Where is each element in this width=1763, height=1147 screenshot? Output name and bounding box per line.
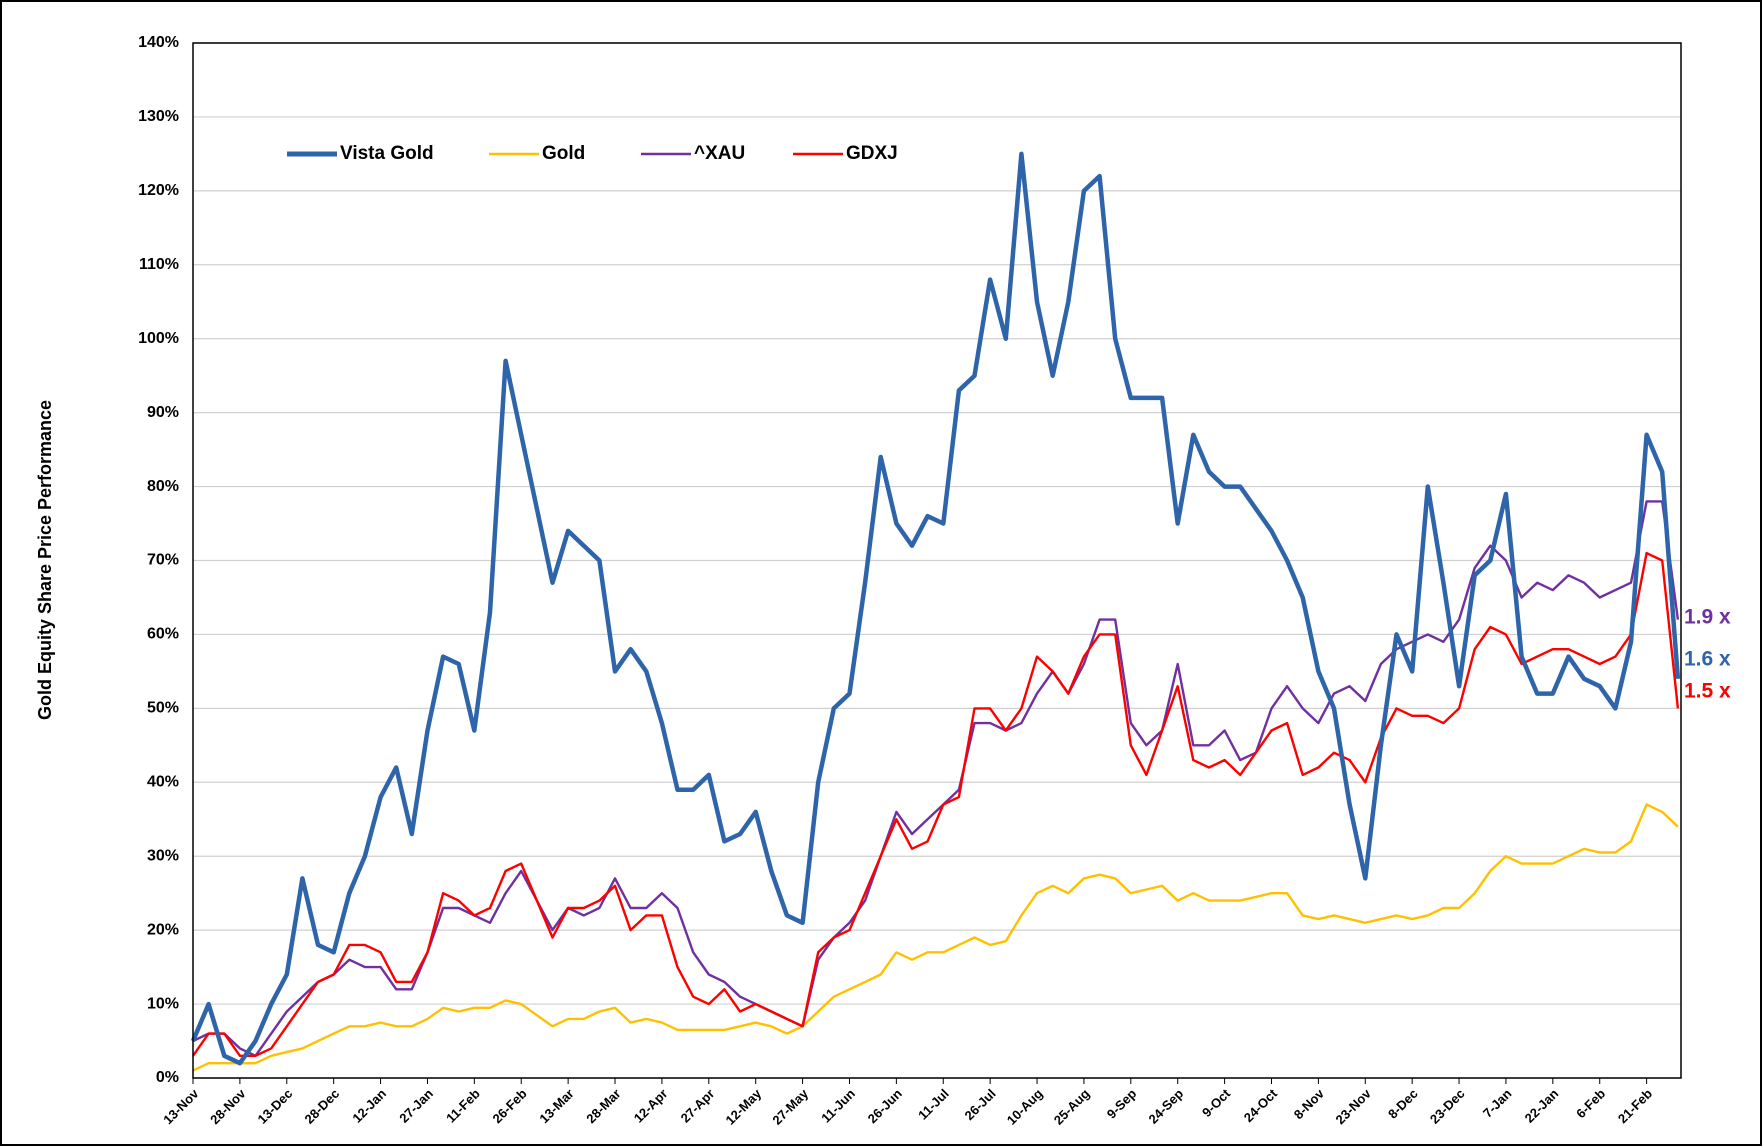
y-tick-label: 60%: [147, 626, 179, 643]
y-tick-label: 80%: [147, 478, 179, 495]
y-tick-label: 30%: [147, 847, 179, 864]
legend-label: ^XAU: [694, 143, 745, 164]
legend-label: Vista Gold: [340, 143, 434, 164]
series-line: [192, 803, 1679, 1072]
y-tick-label: 20%: [147, 921, 179, 938]
y-axis-label: Gold Equity Share Price Performance: [35, 400, 55, 720]
y-tick-label: 100%: [138, 330, 179, 347]
annotation: 1.6 x: [1684, 648, 1731, 671]
y-tick-label: 110%: [139, 256, 179, 273]
y-tick-label: 50%: [147, 700, 179, 717]
plot-border: [192, 42, 1682, 1079]
y-tick-label: 120%: [138, 182, 179, 199]
legend-label: Gold: [542, 143, 585, 164]
series-line: [192, 551, 1680, 1057]
annotation: 1.9 x: [1684, 606, 1731, 629]
y-tick-label: 40%: [147, 774, 179, 791]
y-tick-label: 0%: [156, 1069, 179, 1086]
y-tick-label: 70%: [147, 552, 179, 569]
series-line: [192, 500, 1680, 1057]
y-tick-label: 90%: [147, 404, 179, 421]
y-tick-label: 140%: [138, 34, 179, 51]
annotation: 1.5 x: [1684, 680, 1731, 703]
y-tick-label: 10%: [147, 995, 179, 1012]
legend-label: GDXJ: [846, 143, 898, 164]
y-tick-label: 130%: [138, 108, 179, 125]
series-line: [190, 151, 1681, 1066]
